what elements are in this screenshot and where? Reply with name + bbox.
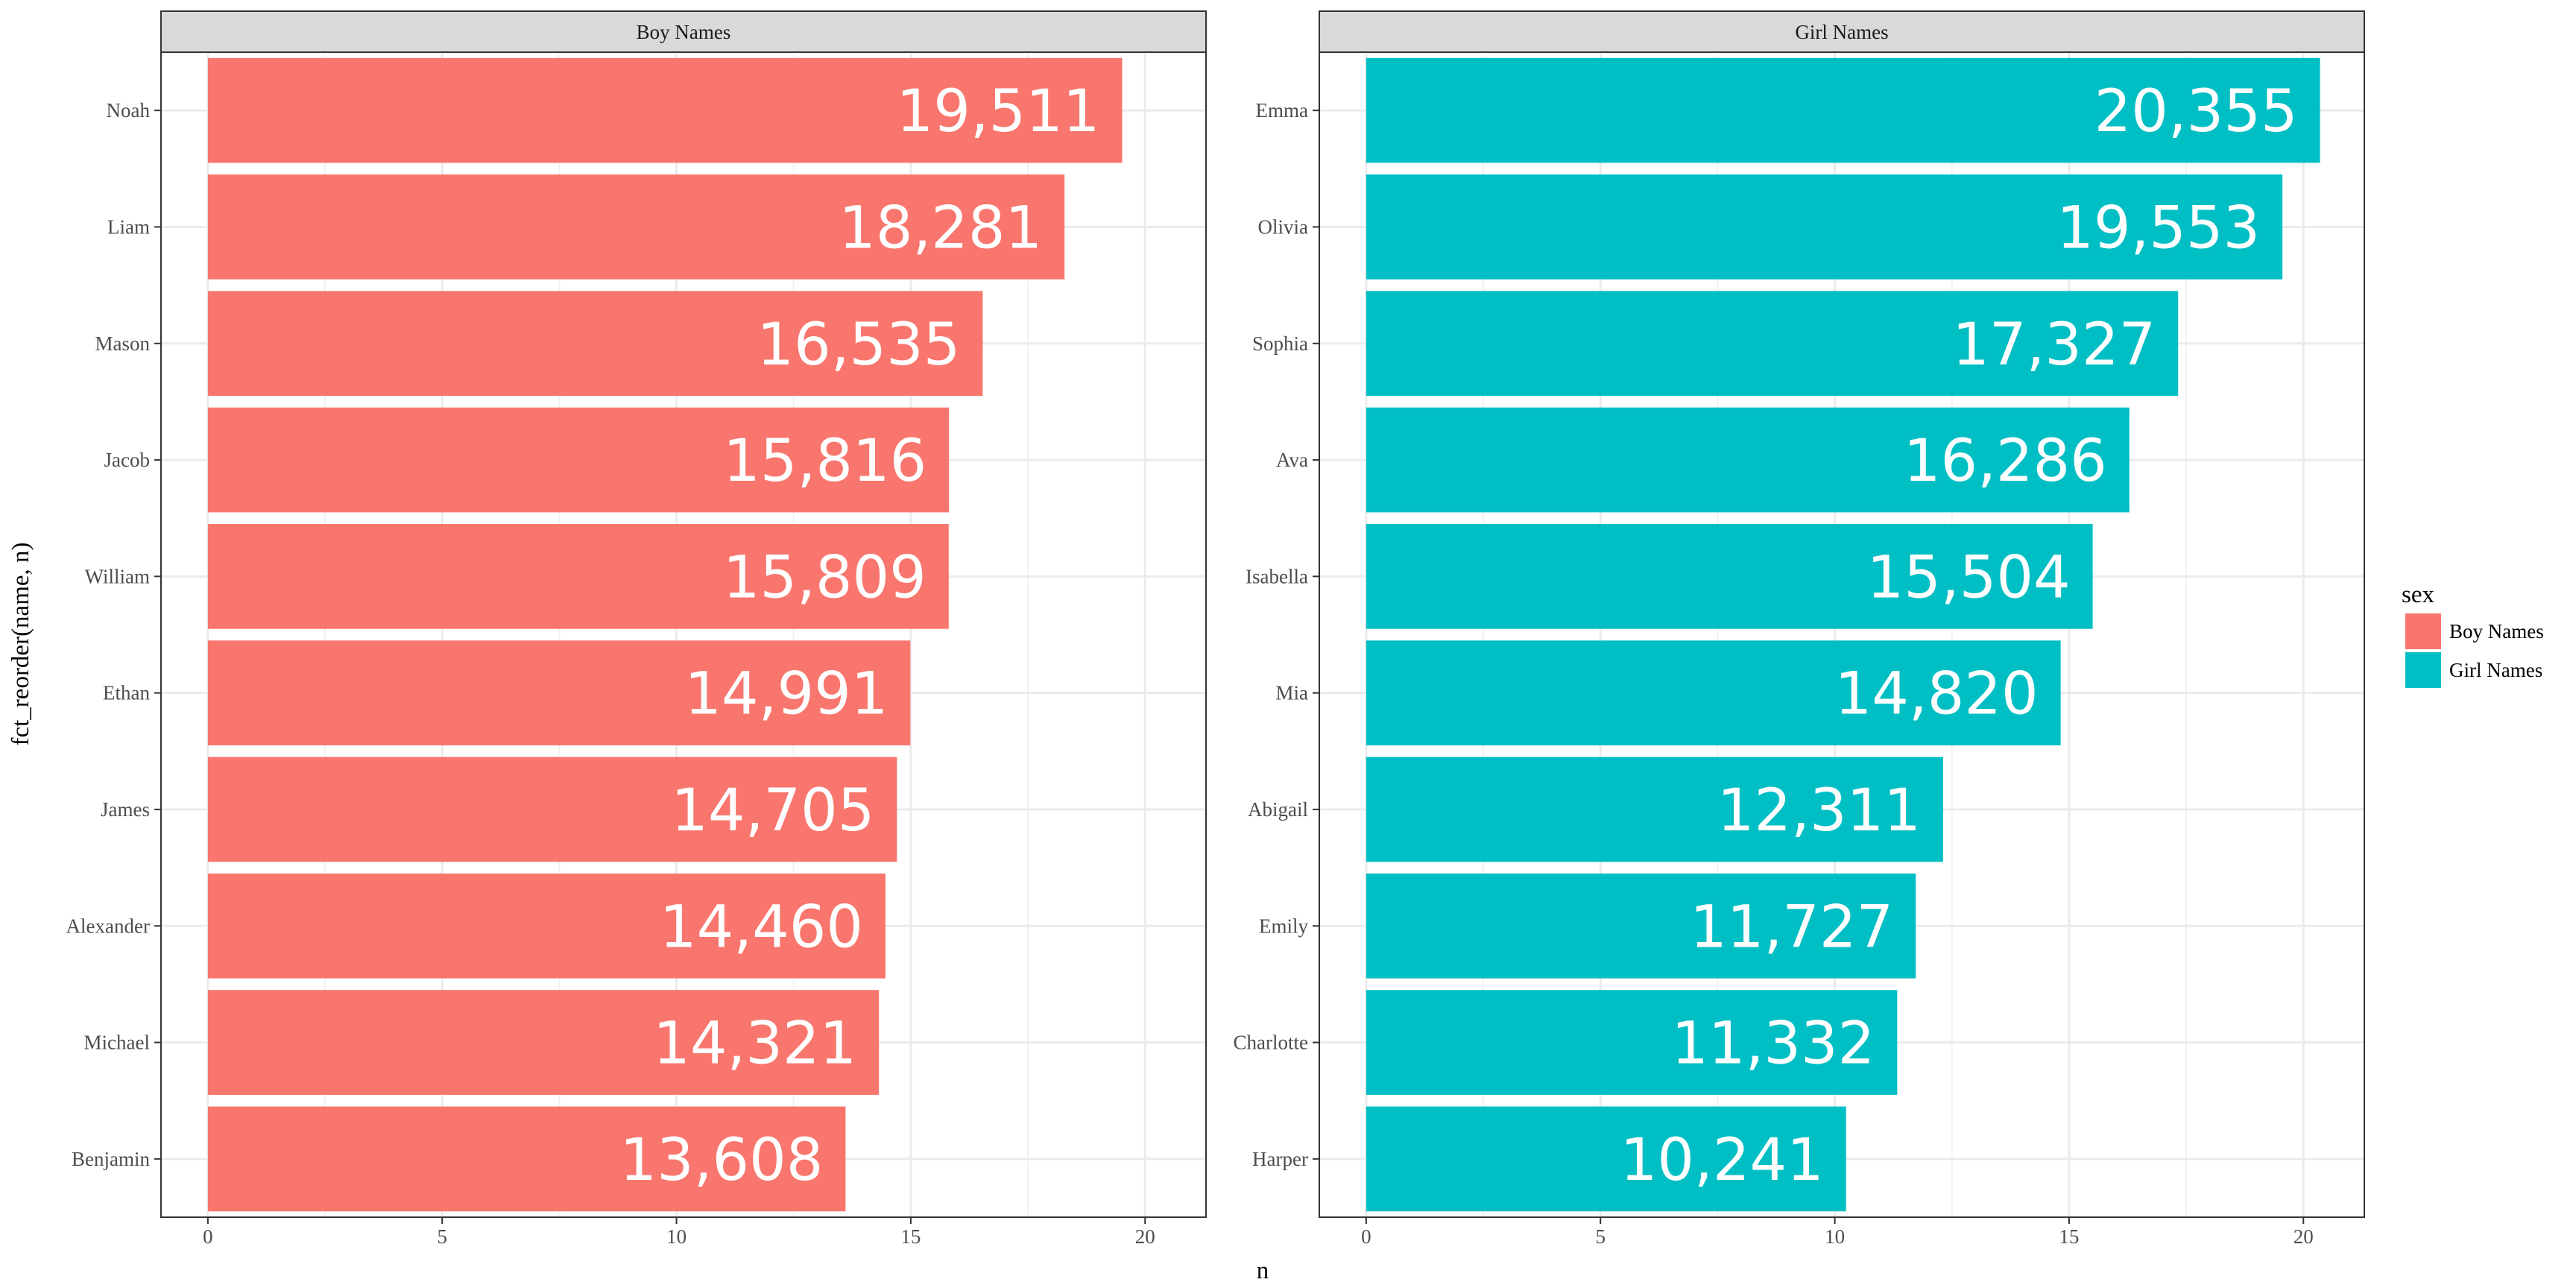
bar-abigail [1366, 757, 1943, 862]
y-axis-title: fct_reorder(name, n) [7, 542, 34, 745]
bar-olivia [1366, 174, 2283, 280]
x-tick-label: 5 [1595, 1225, 1606, 1248]
y-tick-label-alexander: Alexander [66, 915, 150, 937]
facet-panel-boy-names: Boy Names 19,511 Noah 18,281 Liam 16,535 Mason… [66, 10, 1207, 1248]
y-tick-label-benjamin: Benjamin [72, 1148, 150, 1170]
y-tick-label-liam: Liam [107, 215, 150, 238]
bar-label-ava: 16,286 [1904, 428, 2107, 495]
bar-label-olivia: 19,553 [2056, 195, 2260, 262]
bar-harper [1366, 1106, 1846, 1212]
bar-label-abigail: 12,311 [1717, 777, 1921, 845]
x-tick-label: 20 [1135, 1225, 1155, 1248]
bar-sophia [1366, 291, 2179, 397]
bar-jacob [207, 407, 950, 513]
bar-label-isabella: 15,504 [1867, 544, 2071, 611]
bar-michael [207, 990, 880, 1095]
y-tick-label-isabella: Isabella [1246, 565, 1308, 587]
x-tick-label: 5 [437, 1225, 447, 1248]
bar-label-noah: 19,511 [897, 78, 1100, 145]
y-tick-label-ava: Ava [1276, 449, 1308, 471]
bar-liam [207, 174, 1065, 280]
bar-label-benjamin: 13,608 [619, 1127, 823, 1194]
bar-label-michael: 14,321 [653, 1011, 856, 1078]
bar-mason [207, 291, 983, 397]
bar-label-emma: 20,355 [2094, 78, 2298, 145]
bar-label-mason: 16,535 [757, 312, 960, 379]
x-tick-label: 15 [2059, 1225, 2079, 1248]
y-tick-label-ethan: Ethan [103, 682, 150, 704]
facet-strip-title: Girl Names [1795, 21, 1888, 43]
bar-label-jacob: 15,816 [723, 428, 926, 495]
bar-label-james: 14,705 [671, 777, 874, 845]
facet-strip [1319, 10, 2365, 53]
y-tick-label-emma: Emma [1256, 99, 1308, 121]
bar-label-liam: 18,281 [839, 195, 1042, 262]
y-tick-label-harper: Harper [1252, 1148, 1308, 1170]
bar-charlotte [1366, 990, 1898, 1095]
panel-border [160, 51, 1207, 1218]
legend-label-boy-names: Boy Names [2449, 620, 2544, 643]
legend-label-girl-names: Girl Names [2449, 659, 2542, 681]
bar-label-alexander: 14,460 [660, 894, 863, 961]
y-tick-label-william: William [85, 565, 150, 587]
x-tick-label: 20 [2294, 1225, 2314, 1248]
facet-panel-girl-names: Girl Names 20,355 Emma 19,553 Olivia 17,327 So… [1234, 10, 2365, 1248]
y-tick-label-emily: Emily [1259, 915, 1308, 937]
facet-strip-title: Boy Names [637, 21, 731, 43]
y-tick-label-noah: Noah [107, 99, 151, 121]
bar-label-william: 15,809 [723, 544, 926, 611]
bar-alexander [207, 873, 886, 979]
y-tick-label-mason: Mason [95, 332, 151, 355]
legend-key-girl-names [2405, 652, 2441, 688]
bar-emma [1366, 57, 2320, 163]
y-tick-label-jacob: Jacob [104, 449, 150, 471]
bar-noah [207, 57, 1123, 163]
legend: sex Boy Names Girl Names [2402, 581, 2544, 688]
y-tick-label-charlotte: Charlotte [1234, 1032, 1308, 1054]
bar-mia [1366, 640, 2061, 745]
legend-key-boy-names [2405, 613, 2441, 649]
y-tick-label-olivia: Olivia [1258, 215, 1309, 238]
y-tick-label-mia: Mia [1276, 682, 1309, 704]
bar-benjamin [207, 1106, 846, 1212]
bar-isabella [1366, 524, 2093, 629]
panel-border [1319, 51, 2365, 1218]
x-tick-label: 15 [900, 1225, 921, 1248]
y-tick-label-michael: Michael [84, 1032, 150, 1054]
bar-ava [1366, 407, 2130, 513]
facet-panels: Boy Names 19,511 Noah 18,281 Liam 16,535 Mason… [66, 10, 2365, 1248]
y-tick-label-abigail: Abigail [1248, 798, 1308, 821]
y-tick-label-james: James [101, 798, 150, 821]
bar-william [207, 524, 949, 629]
bar-ethan [207, 640, 911, 745]
y-tick-label-sophia: Sophia [1252, 332, 1308, 355]
bar-emily [1366, 873, 1916, 979]
facet-strip [160, 10, 1207, 53]
bar-label-charlotte: 11,332 [1671, 1011, 1875, 1078]
bar-label-emily: 11,727 [1690, 894, 1893, 961]
x-tick-label: 10 [666, 1225, 686, 1248]
bar-label-harper: 10,241 [1620, 1127, 1824, 1194]
bar-label-mia: 14,820 [1835, 661, 2039, 728]
x-tick-label: 10 [1825, 1225, 1845, 1248]
bar-label-ethan: 14,991 [684, 661, 888, 728]
bar-james [207, 757, 897, 862]
x-tick-label: 0 [1361, 1225, 1371, 1248]
x-tick-label: 0 [203, 1225, 213, 1248]
bar-label-sophia: 17,327 [1952, 312, 2156, 379]
legend-title: sex [2402, 581, 2434, 608]
x-axis-title: n [1257, 1257, 1269, 1284]
